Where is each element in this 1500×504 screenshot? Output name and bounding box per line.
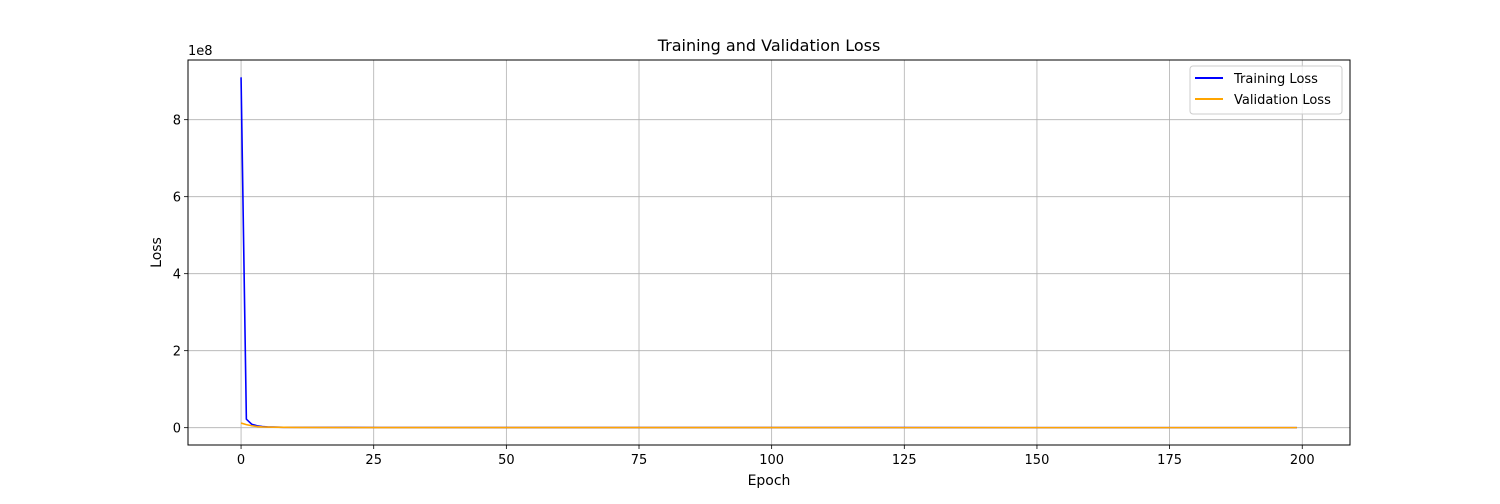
y-axis-offset-label: 1e8 <box>188 44 213 59</box>
chart-title: Training and Validation Loss <box>657 36 881 55</box>
x-tick-label: 175 <box>1157 453 1182 468</box>
y-tick-label: 8 <box>173 114 181 129</box>
x-tick-label: 50 <box>498 453 515 468</box>
x-tick-label: 25 <box>365 453 382 468</box>
y-tick-label: 6 <box>173 191 181 206</box>
y-axis-title: Loss <box>149 237 165 268</box>
legend-box <box>1189 65 1343 115</box>
legend-label: Validation Loss <box>1234 93 1331 108</box>
x-tick-label: 150 <box>1025 453 1050 468</box>
y-tick-label: 4 <box>173 268 181 283</box>
y-tick-label: 2 <box>173 345 181 360</box>
x-tick-label: 0 <box>237 453 245 468</box>
series-line-validation-loss <box>240 422 1297 429</box>
x-tick-label: 100 <box>759 453 784 468</box>
x-tick-label: 75 <box>631 453 648 468</box>
legend: Training Loss Validation Loss <box>1189 65 1343 115</box>
plot-area-frame <box>187 59 1351 446</box>
x-axis-title: Epoch <box>748 473 791 489</box>
axis-ticks: 0 25 50 75 100 125 150 175 200 0 2 4 6 8 <box>173 114 1315 468</box>
y-tick-label: 0 <box>173 422 181 437</box>
x-tick-label: 125 <box>892 453 917 468</box>
x-tick-label: 200 <box>1290 453 1315 468</box>
legend-label: Training Loss <box>1233 72 1318 87</box>
series-lines <box>240 77 1297 429</box>
